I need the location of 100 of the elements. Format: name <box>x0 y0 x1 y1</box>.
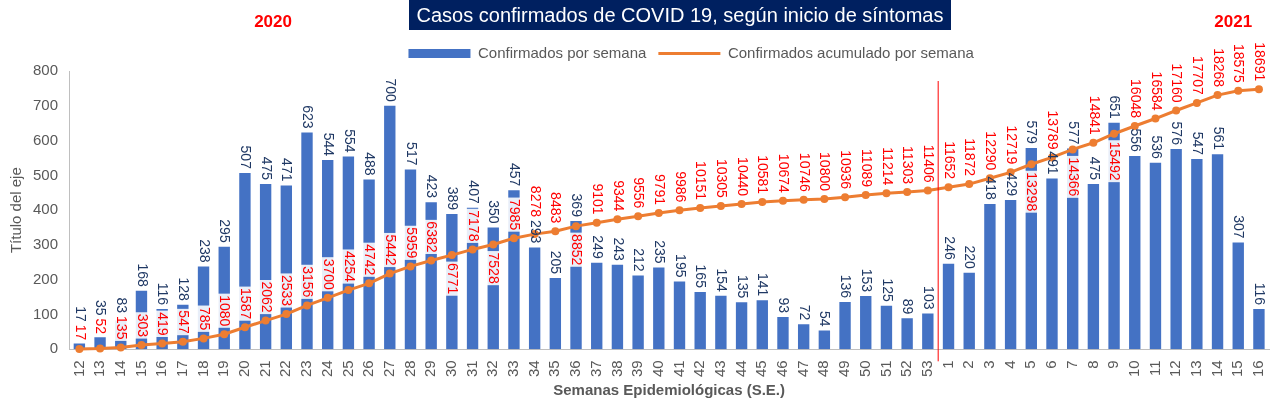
data-label: 17160 <box>1169 63 1186 103</box>
data-label: 547 <box>175 310 192 334</box>
data-label: 12719 <box>1003 125 1020 165</box>
data-label: 17 <box>72 324 89 341</box>
y-tick-label: 700 <box>33 95 59 113</box>
data-label: 35 <box>93 299 110 316</box>
data-label: 544 <box>320 132 337 157</box>
data-label: 9556 <box>631 177 648 209</box>
data-label: 235 <box>651 240 668 264</box>
data-label: 3700 <box>320 258 337 291</box>
data-label: 116 <box>1252 282 1269 306</box>
x-tick-label: 52 <box>897 360 915 377</box>
data-label: 72 <box>796 304 813 321</box>
x-tick-label: 53 <box>917 360 935 377</box>
x-tick-label: 35 <box>545 360 563 377</box>
data-label: 11872 <box>962 138 979 177</box>
x-tick-label: 12 <box>69 360 87 377</box>
data-label: 700 <box>382 78 399 102</box>
data-label: 2533 <box>279 274 296 307</box>
data-label: 471 <box>279 158 296 182</box>
data-label: 14366 <box>1065 157 1082 197</box>
x-tick-label: 25 <box>338 360 356 377</box>
data-label: 13298 <box>1024 172 1041 212</box>
data-label: 9986 <box>672 171 689 203</box>
x-tick-label: 1 <box>938 360 956 369</box>
x-tick-label: 41 <box>669 360 687 377</box>
data-label: 116 <box>155 282 172 306</box>
x-tick-label: 18 <box>193 360 211 377</box>
data-label: 135 <box>113 316 130 340</box>
x-tick-label: 37 <box>586 360 604 377</box>
y-tick-label: 800 <box>33 61 59 79</box>
data-label: 2062 <box>258 281 275 313</box>
data-label: 547 <box>1189 131 1206 156</box>
data-label: 9791 <box>651 173 668 206</box>
data-label: 1080 <box>217 295 234 327</box>
data-label: 1587 <box>238 288 255 320</box>
data-label: 561 <box>1210 126 1227 151</box>
data-label: 11089 <box>858 149 875 188</box>
data-label: 10305 <box>714 158 731 199</box>
x-tick-label: 40 <box>648 360 666 377</box>
x-axis-title: Semanas Epidemiológicas (S.E.) <box>553 381 786 399</box>
x-tick-label: 48 <box>814 360 832 377</box>
x-tick-label: 27 <box>379 360 397 377</box>
data-label: 7528 <box>486 252 503 284</box>
data-label: 168 <box>134 263 151 288</box>
x-tick-label: 13 <box>1186 360 1204 377</box>
data-label: 238 <box>196 239 213 263</box>
data-label: 249 <box>589 235 606 259</box>
x-tick-label: 50 <box>855 360 873 377</box>
data-label: 83 <box>113 297 130 314</box>
data-label: 9101 <box>589 183 606 215</box>
x-tick-label: 14 <box>1207 360 1225 377</box>
data-label: 651 <box>1107 95 1124 120</box>
data-label: 243 <box>610 237 627 261</box>
y-tick-label: 200 <box>33 269 59 287</box>
x-tick-label: 4 <box>1000 360 1018 369</box>
data-label: 579 <box>1024 120 1041 145</box>
data-label: 136 <box>838 274 855 299</box>
data-label: 488 <box>362 152 379 176</box>
data-label: 205 <box>548 250 565 275</box>
data-label: 5442 <box>382 234 399 266</box>
x-tick-label: 11 <box>1145 360 1163 376</box>
x-tick-label: 45 <box>752 360 770 377</box>
data-label: 6771 <box>445 263 462 295</box>
data-label: 7178 <box>465 210 482 242</box>
data-label: 103 <box>920 286 937 310</box>
y-tick-label: 500 <box>33 165 59 183</box>
chart-title: Casos confirmados de COVID 19, según inicio de síntomas <box>408 0 952 30</box>
data-label: 18575 <box>1231 43 1248 84</box>
data-label: 423 <box>424 174 441 199</box>
data-label: 10581 <box>755 155 772 195</box>
data-label: 16584 <box>1148 71 1165 111</box>
data-label: 15492 <box>1107 141 1124 181</box>
data-label: 475 <box>1086 156 1103 181</box>
x-tick-label: 16 <box>152 360 170 377</box>
x-tick-label: 36 <box>566 360 584 377</box>
y-tick-label: 100 <box>33 304 59 322</box>
y-tick-label: 0 <box>49 339 59 357</box>
x-tick-label: 15 <box>131 360 149 377</box>
x-tick-label: 32 <box>483 360 501 377</box>
data-label: 154 <box>714 268 731 292</box>
x-tick-label: 21 <box>255 360 273 377</box>
x-tick-label: 13 <box>90 360 108 377</box>
x-tick-label: 44 <box>731 360 749 377</box>
data-label: 3156 <box>300 266 317 298</box>
data-label: 389 <box>445 186 462 211</box>
data-label: 141 <box>755 272 772 297</box>
data-label: 18268 <box>1210 48 1227 88</box>
data-label: 577 <box>1065 121 1082 145</box>
data-label: 10440 <box>734 157 751 197</box>
x-tick-label: 26 <box>359 360 377 377</box>
x-tick-label: 20 <box>235 360 253 377</box>
x-tick-label: 43 <box>711 360 729 377</box>
data-label: 11214 <box>879 147 896 186</box>
data-label: 195 <box>672 254 689 278</box>
x-tick-label: 29 <box>421 360 439 377</box>
data-label: 8278 <box>527 185 544 218</box>
data-label: 7985 <box>507 199 524 231</box>
data-label: 491 <box>1045 151 1062 175</box>
data-label: 52 <box>93 318 110 335</box>
